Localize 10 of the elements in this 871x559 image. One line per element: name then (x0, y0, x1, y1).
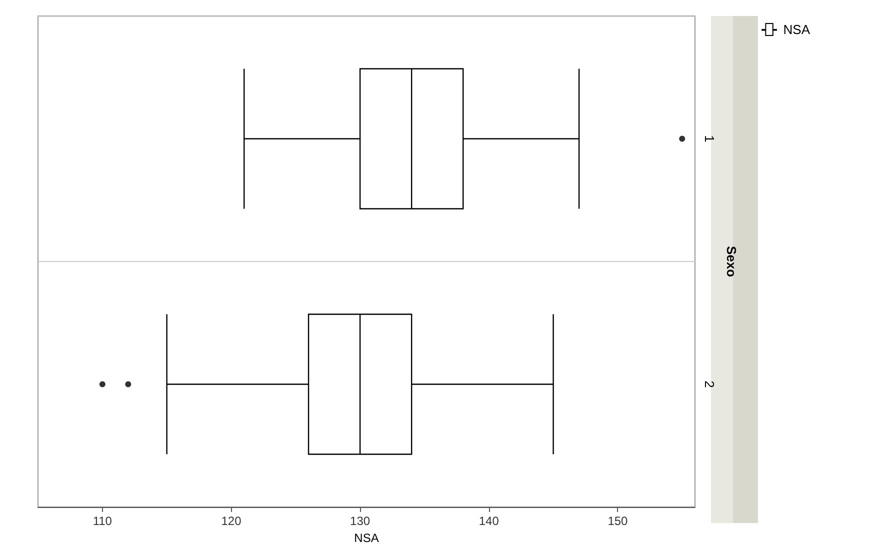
y-tick-label: 2 (702, 380, 717, 388)
y-tick-label: 1 (702, 135, 717, 142)
y-axis-title: Sexo (724, 246, 739, 278)
x-tick-label: 150 (608, 514, 628, 528)
x-tick-label: 140 (478, 514, 500, 528)
x-tick-label: 110 (92, 514, 112, 528)
x-tick-label: 120 (221, 514, 242, 528)
x-axis-title: NSA (354, 530, 379, 545)
x-tick-label: 130 (350, 514, 370, 528)
legend-label: NSA (783, 22, 810, 37)
